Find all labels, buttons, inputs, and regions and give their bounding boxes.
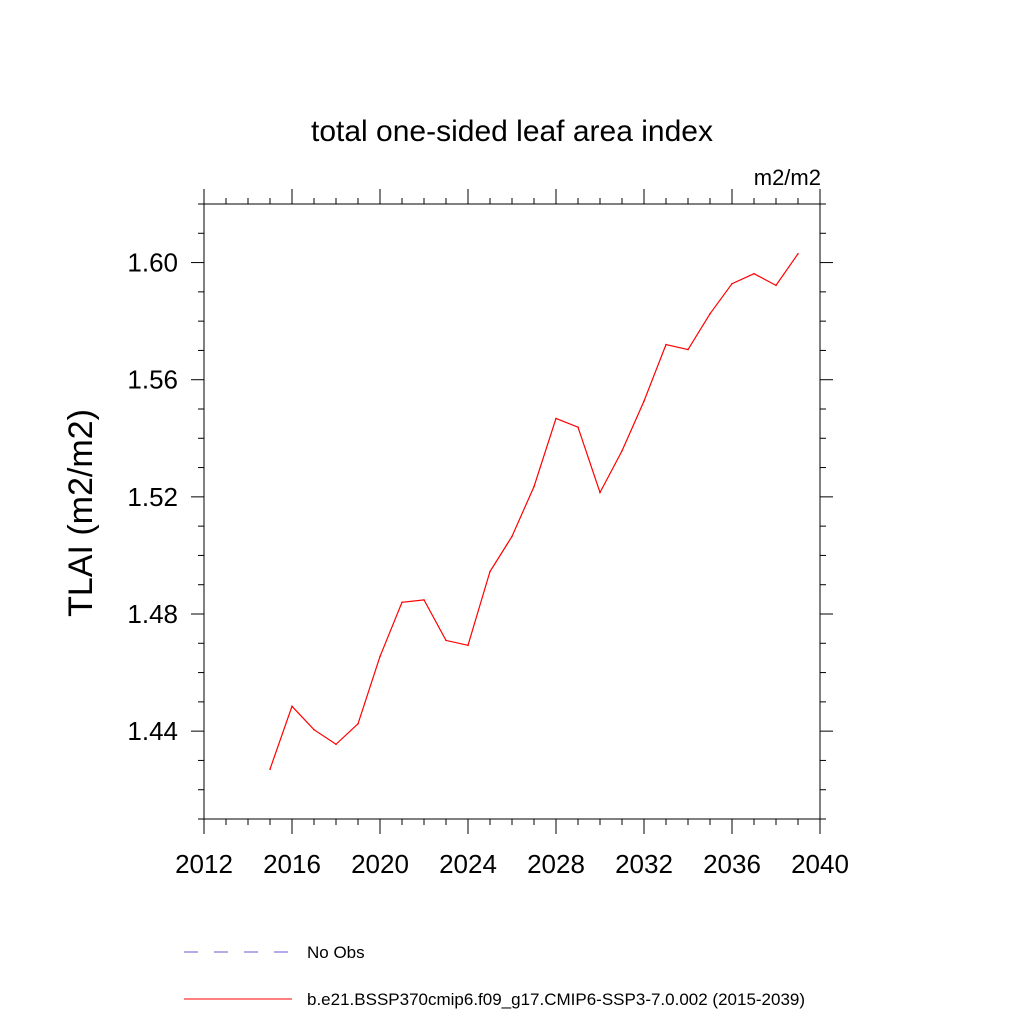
- chart-title: total one-sided leaf area index: [311, 115, 713, 148]
- data-point: [797, 252, 799, 255]
- y-tick-labels: 1.44 1.48 1.52 1.56 1.60: [127, 248, 178, 747]
- plot-frame: [203, 203, 821, 820]
- x-tick-label: 2040: [791, 849, 849, 879]
- data-point: [467, 644, 469, 647]
- data-point: [489, 570, 491, 573]
- data-point: [753, 272, 755, 275]
- data-point: [709, 313, 711, 315]
- series-line: [269, 253, 799, 770]
- data-point: [511, 535, 513, 538]
- axis-ticks: [191, 189, 833, 834]
- x-tick-label: 2024: [439, 849, 497, 879]
- data-point: [555, 417, 557, 420]
- data-point: [335, 743, 337, 746]
- data-point: [665, 343, 667, 346]
- x-tick-label: 2028: [527, 849, 585, 879]
- y-tick-label: 1.56: [127, 365, 178, 395]
- data-point: [533, 485, 535, 488]
- x-tick-label: 2020: [351, 849, 409, 879]
- y-tick-label: 1.44: [127, 716, 178, 746]
- units-label: m2/m2: [754, 165, 821, 190]
- data-point: [731, 282, 733, 285]
- y-tick-label: 1.48: [127, 599, 178, 629]
- data-point: [775, 284, 777, 287]
- data-point: [687, 348, 689, 351]
- legend: No Obs b.e21.BSSP370cmip6.f09_g17.CMIP6-S…: [184, 943, 805, 1009]
- data-point: [643, 400, 645, 402]
- x-tick-labels: 2012 2016 2020 2024 2028 2032 2036 2040: [175, 849, 849, 879]
- x-tick-label: 2016: [263, 849, 321, 879]
- x-tick-label: 2036: [703, 849, 761, 879]
- y-tick-label: 1.60: [127, 248, 178, 278]
- data-point: [621, 450, 623, 452]
- y-tick-label: 1.52: [127, 482, 178, 512]
- data-point: [269, 768, 271, 771]
- data-point: [599, 491, 601, 494]
- x-tick-label: 2012: [175, 849, 233, 879]
- y-axis-label: TLAI (m2/m2): [62, 409, 100, 617]
- data-point: [313, 728, 315, 731]
- data-point: [401, 601, 403, 604]
- data-point: [445, 639, 447, 642]
- legend-label: No Obs: [307, 943, 365, 962]
- data-point: [577, 426, 579, 428]
- x-tick-label: 2032: [615, 849, 673, 879]
- data-point: [291, 705, 293, 708]
- data-point: [379, 655, 381, 658]
- data-point: [357, 723, 359, 725]
- data-point: [423, 599, 425, 601]
- data-series: [269, 252, 799, 771]
- legend-label: b.e21.BSSP370cmip6.f09_g17.CMIP6-SSP3-7.…: [307, 990, 805, 1009]
